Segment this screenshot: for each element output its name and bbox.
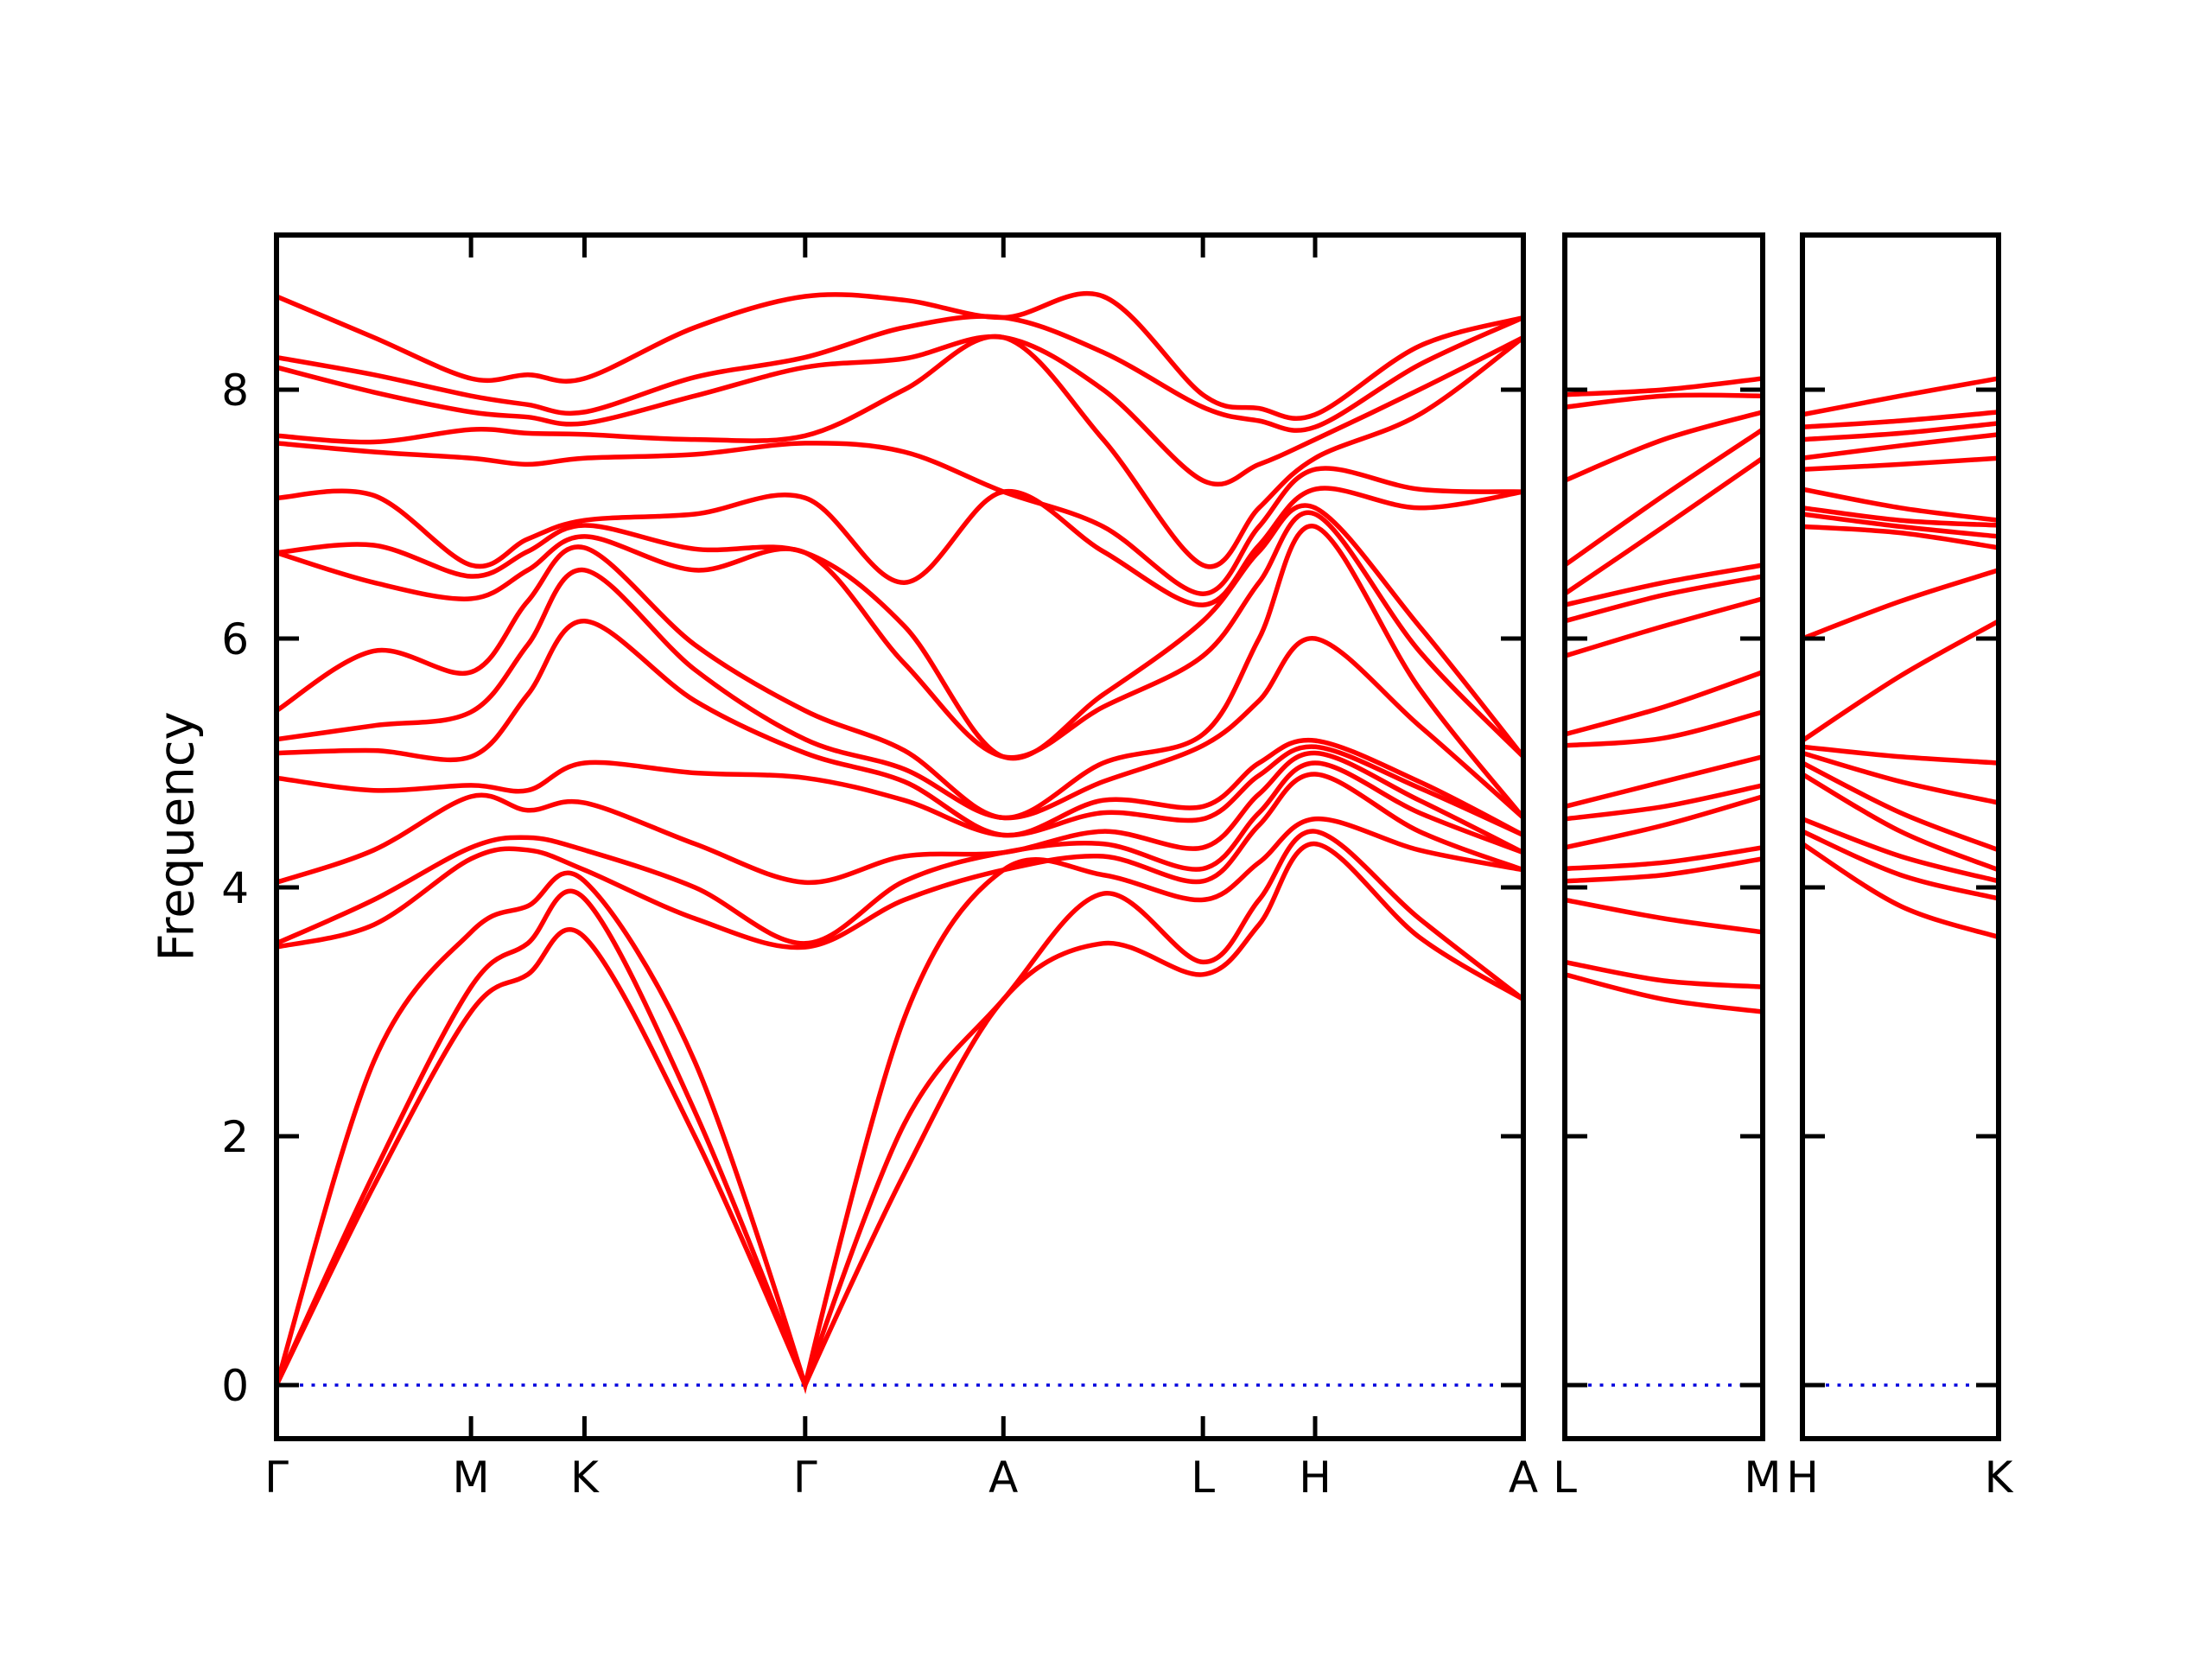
band-curve bbox=[1565, 574, 1763, 624]
x-tick-label: A bbox=[1509, 1452, 1538, 1503]
band-curve bbox=[1565, 754, 1763, 810]
band-curve bbox=[1565, 427, 1763, 568]
band-curve bbox=[276, 524, 1523, 821]
band-curve bbox=[276, 619, 1523, 838]
band-curve bbox=[276, 334, 1523, 569]
band-curve bbox=[1802, 568, 1999, 641]
band-curve bbox=[276, 510, 1523, 760]
y-tick-label: 6 bbox=[221, 614, 249, 664]
band-curve bbox=[1802, 512, 1999, 539]
band-curve bbox=[276, 568, 1523, 821]
band-curve bbox=[1565, 845, 1763, 872]
band-curve bbox=[1802, 841, 1999, 940]
band-curve bbox=[1565, 455, 1763, 596]
x-tick-label: L bbox=[1553, 1452, 1577, 1503]
x-tick-label: K bbox=[570, 1452, 600, 1503]
panel-frame bbox=[274, 232, 1526, 1441]
band-curve bbox=[276, 817, 1523, 1395]
band-curve bbox=[1802, 750, 1999, 805]
band-curve bbox=[1802, 432, 1999, 461]
y-tick-label: 0 bbox=[221, 1361, 249, 1411]
band-curve bbox=[276, 829, 1523, 1393]
band-curve bbox=[1802, 760, 1999, 853]
band-curve bbox=[276, 750, 1523, 885]
panel-L-M bbox=[1565, 376, 1763, 1387]
band-curve bbox=[1802, 376, 1999, 417]
band-curve bbox=[1565, 410, 1763, 483]
band-curve bbox=[1565, 392, 1763, 410]
band-curve bbox=[1802, 772, 1999, 873]
x-tick-label: Γ bbox=[793, 1452, 817, 1503]
x-tick-label: M bbox=[453, 1452, 490, 1503]
band-curve bbox=[1802, 505, 1999, 528]
band-curve bbox=[1802, 744, 1999, 766]
y-tick-label: 2 bbox=[221, 1112, 249, 1162]
band-curve bbox=[1565, 596, 1763, 658]
band-curve bbox=[1565, 783, 1763, 822]
band-curve bbox=[1565, 959, 1763, 989]
x-tick-label: A bbox=[988, 1452, 1018, 1503]
band-curve bbox=[276, 503, 1523, 761]
band-curve bbox=[1565, 972, 1763, 1014]
band-curve bbox=[1565, 856, 1763, 884]
band-curve bbox=[1565, 376, 1763, 397]
band-curve bbox=[1565, 670, 1763, 737]
band-curve bbox=[1565, 709, 1763, 748]
band-curve bbox=[1802, 829, 1999, 901]
panel-frame bbox=[1800, 232, 2001, 1441]
panel-H-K bbox=[1802, 376, 1999, 1387]
band-curve bbox=[276, 744, 1523, 838]
x-tick-label: Γ bbox=[264, 1452, 289, 1503]
y-tick-label: 4 bbox=[221, 863, 249, 913]
band-curve bbox=[1802, 410, 1999, 429]
band-curve bbox=[276, 334, 1523, 487]
band-curve bbox=[1802, 619, 1999, 743]
band-curve bbox=[1802, 455, 1999, 472]
band-curve bbox=[1565, 794, 1763, 850]
band-curve bbox=[276, 486, 1523, 607]
band-curve bbox=[1565, 897, 1763, 935]
x-tick-label: H bbox=[1786, 1452, 1819, 1503]
band-curve bbox=[1565, 563, 1763, 607]
band-curve bbox=[1802, 817, 1999, 884]
band-curve bbox=[1802, 524, 1999, 550]
band-curve bbox=[1802, 486, 1999, 523]
band-curve bbox=[276, 441, 1523, 596]
x-tick-label: H bbox=[1299, 1452, 1332, 1503]
band-curve bbox=[276, 760, 1523, 946]
band-curve bbox=[1802, 421, 1999, 442]
band-curve bbox=[276, 290, 1523, 421]
band-curve bbox=[276, 772, 1523, 950]
band-curve bbox=[276, 314, 1523, 433]
x-tick-label: M bbox=[1744, 1452, 1781, 1503]
panel-main bbox=[276, 290, 1523, 1395]
y-tick-label: 8 bbox=[221, 365, 249, 416]
x-tick-label: K bbox=[1985, 1452, 2014, 1503]
panel-frame bbox=[1562, 232, 1765, 1441]
x-tick-label: L bbox=[1191, 1452, 1215, 1503]
band-curve bbox=[276, 841, 1523, 1391]
